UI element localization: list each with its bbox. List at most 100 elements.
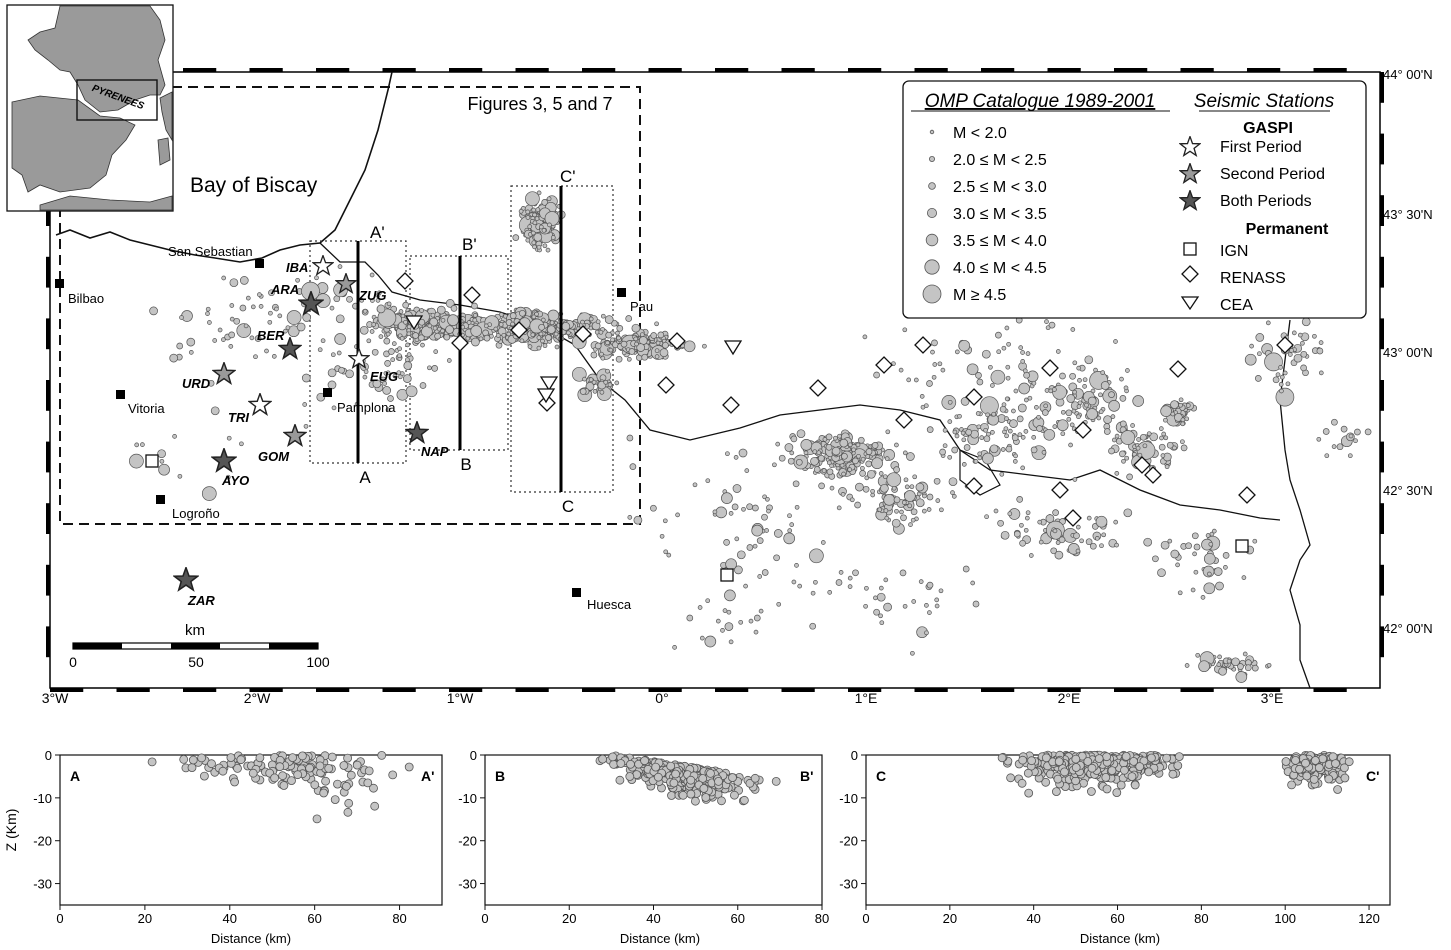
epicenter-marker: [1244, 353, 1257, 366]
hypocenter-marker: [1052, 787, 1061, 796]
frame-tick: [46, 503, 50, 534]
epicenter-marker: [800, 439, 813, 451]
hypocenter-marker: [1071, 763, 1081, 772]
epicenter-marker: [743, 583, 748, 589]
epicenter-marker: [983, 435, 991, 443]
frame-tick: [1380, 195, 1384, 226]
epicenter-marker: [254, 335, 262, 342]
frame-tick: [648, 68, 682, 72]
frame-tick: [46, 256, 50, 288]
epicenter-marker: [375, 293, 381, 298]
epicenter-marker: [1347, 453, 1353, 459]
epicenter-marker: [855, 482, 864, 492]
epicenter-marker: [996, 349, 1002, 355]
epicenter-marker: [926, 493, 934, 501]
epicenter-marker: [883, 602, 892, 612]
epicenter-marker: [239, 276, 249, 285]
legend-permanent-heading: Permanent: [1246, 221, 1329, 238]
epicenter-marker: [1052, 424, 1058, 429]
epicenter-marker: [303, 423, 309, 429]
epicenter-marker: [773, 529, 783, 538]
epicenter-marker: [600, 355, 606, 361]
epicenter-marker: [1027, 395, 1033, 401]
epicenter-marker: [1279, 388, 1284, 394]
hypocenter-marker: [1333, 785, 1342, 794]
epicenter-marker: [937, 361, 943, 367]
city-pau: Pau: [630, 299, 653, 314]
epicenter-marker: [761, 569, 769, 576]
epicenter-marker: [821, 468, 827, 474]
hypocenter-marker: [1041, 777, 1051, 787]
epicenter-marker: [659, 533, 665, 539]
epicenter-marker: [733, 455, 739, 460]
epicenter-marker: [935, 498, 941, 503]
epicenter-marker: [205, 306, 211, 312]
renass-station-diamond: [965, 477, 983, 495]
epicenter-marker: [918, 579, 924, 584]
hypocenter-marker: [248, 768, 258, 778]
frame-tick: [316, 68, 350, 72]
epicenter-marker: [532, 220, 538, 226]
epicenter-marker: [924, 603, 929, 608]
epicenter-marker: [1249, 343, 1254, 349]
x-tick-label: 120: [1358, 911, 1380, 926]
epicenter-marker: [525, 237, 531, 243]
epicenter-marker: [1023, 397, 1029, 403]
epicenter-marker: [1086, 408, 1098, 420]
epicenter-marker: [1023, 371, 1030, 379]
epicenter-marker: [554, 344, 560, 350]
hypocenter-marker: [369, 783, 378, 793]
epicenter-marker: [405, 342, 410, 348]
section-a-frame: [59, 754, 443, 906]
epicenter-marker: [639, 332, 645, 338]
epicenter-marker: [331, 405, 337, 411]
epicenter-marker: [1163, 417, 1168, 423]
epicenter-marker: [692, 482, 698, 488]
epicenter-marker: [856, 453, 861, 459]
renass-station-diamond: [1169, 360, 1187, 378]
frame-tick: [715, 688, 749, 692]
x-tick-label: 40: [646, 911, 660, 926]
scale-bar: km 0 50 100: [69, 622, 330, 670]
hypocenter-marker: [179, 755, 189, 764]
epicenter-marker: [816, 450, 822, 456]
hypocenter-marker: [691, 796, 700, 806]
profile-a-label: A: [359, 468, 371, 487]
epicenter-marker: [1031, 380, 1037, 386]
epicenter-marker: [376, 304, 386, 314]
hypocenter-marker: [1340, 763, 1349, 773]
epicenter-marker: [317, 347, 323, 353]
epicenter-marker: [947, 419, 953, 424]
epicenter-marker: [847, 442, 853, 448]
hypocenter-marker: [364, 766, 374, 776]
epicenter-marker: [1066, 394, 1076, 403]
epicenter-marker: [1254, 375, 1262, 382]
epicenter-marker: [960, 397, 970, 406]
hypocenter-marker: [339, 761, 349, 770]
lat-label-43-30: 43° 30'N: [1383, 207, 1433, 222]
epicenter-marker: [580, 319, 585, 325]
epicenter-marker: [1044, 388, 1050, 393]
epicenter-marker: [472, 313, 478, 318]
epicenter-marker: [1072, 360, 1078, 366]
epicenter-marker: [377, 308, 397, 328]
epicenter-marker: [932, 362, 938, 367]
hypocenter-marker: [363, 778, 373, 788]
legend-both-periods: Both Periods: [1220, 193, 1312, 210]
epicenter-marker: [588, 377, 594, 383]
epicenter-marker: [1036, 425, 1043, 432]
epicenter-marker: [579, 388, 587, 395]
epicenter-marker: [1013, 388, 1019, 394]
epicenter-marker: [1009, 419, 1018, 428]
epicenter-marker: [938, 588, 944, 594]
epicenter-marker: [337, 264, 343, 269]
epicenter-marker: [1019, 522, 1024, 528]
epicenter-marker: [616, 335, 621, 341]
epicenter-marker: [1024, 515, 1030, 521]
hypocenter-marker: [279, 781, 289, 790]
lon-label-0: 0°: [655, 690, 668, 706]
y-tick-label: -10: [33, 791, 52, 806]
epicenter-marker: [359, 297, 365, 303]
hypocenter-marker: [1147, 753, 1156, 763]
epicenter-marker: [792, 480, 800, 488]
